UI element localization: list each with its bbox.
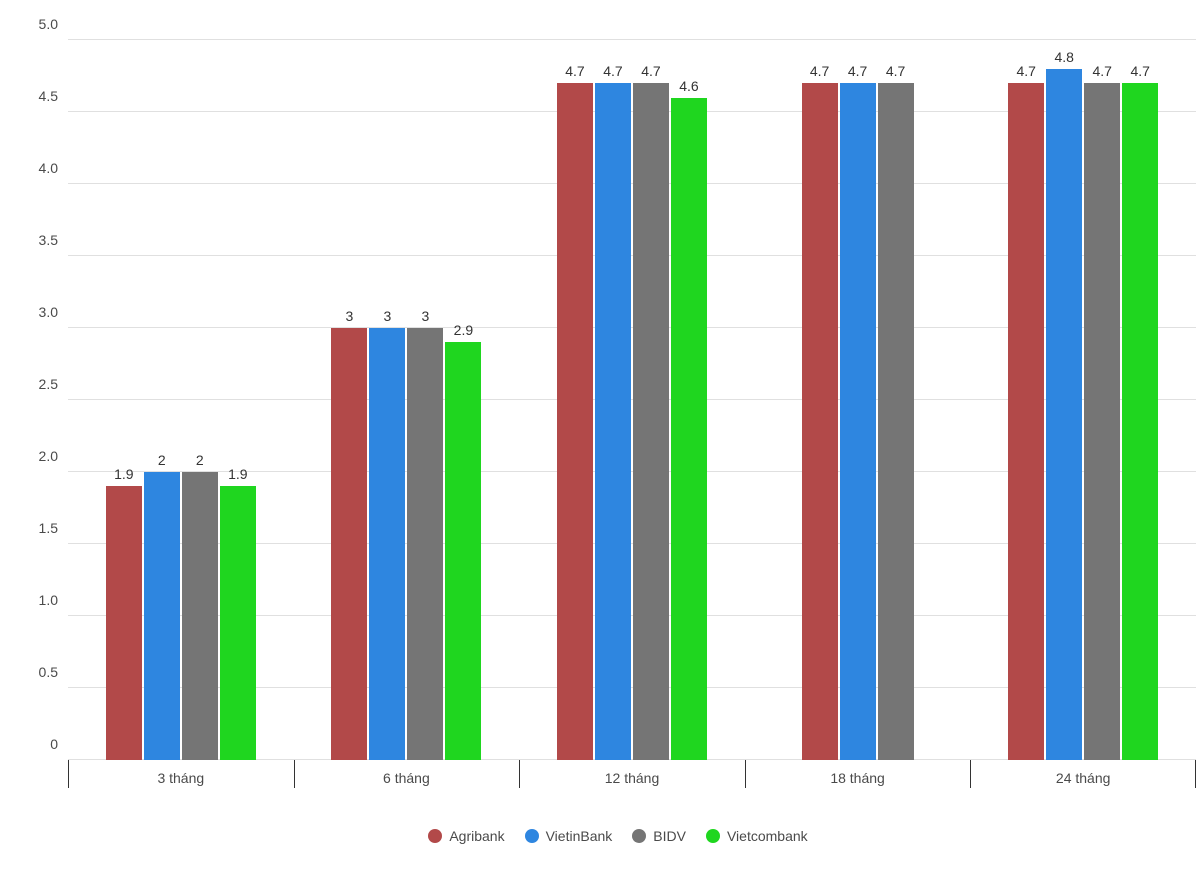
legend-label: Vietcombank [727, 828, 808, 844]
bar: 1.9 [220, 486, 256, 760]
group-divider [294, 760, 295, 788]
y-tick-label: 4.5 [39, 88, 68, 104]
bar: 4.7 [802, 83, 838, 760]
bar: 4.7 [595, 83, 631, 760]
bars: 4.74.74.74.6 [519, 40, 745, 760]
groups: 1.9221.93 tháng3332.96 tháng4.74.74.74.6… [68, 40, 1196, 760]
bar: 1.9 [106, 486, 142, 760]
bar: 4.7 [1008, 83, 1044, 760]
y-tick-label: 1.5 [39, 520, 68, 536]
bar-value-label: 4.7 [1016, 63, 1035, 83]
bar-value-label: 4.7 [641, 63, 660, 83]
y-tick-label: 2.5 [39, 376, 68, 392]
x-tick-label: 18 tháng [830, 760, 885, 786]
legend-swatch [632, 829, 646, 843]
group-divider [519, 760, 520, 788]
bar-value-label: 4.6 [679, 78, 698, 98]
bar: 4.7 [878, 83, 914, 760]
bar: 4.7 [557, 83, 593, 760]
y-tick-label: 5.0 [39, 16, 68, 32]
legend-item: BIDV [632, 828, 686, 844]
legend-swatch [428, 829, 442, 843]
plot-area: 00.51.01.52.02.53.03.54.04.55.01.9221.93… [68, 40, 1196, 760]
bar-value-label: 3 [345, 308, 353, 328]
bar-value-label: 2 [158, 452, 166, 472]
x-tick-label: 3 tháng [157, 760, 204, 786]
bar-value-label: 1.9 [228, 466, 247, 486]
bar-value-label: 4.7 [1092, 63, 1111, 83]
group-divider [745, 760, 746, 788]
bar-value-label: 4.7 [848, 63, 867, 83]
legend: Agribank VietinBank BIDV Vietcombank [20, 828, 1196, 844]
legend-item: Vietcombank [706, 828, 808, 844]
x-tick-label: 12 tháng [605, 760, 660, 786]
bar-value-label: 4.7 [810, 63, 829, 83]
bars: 3332.9 [294, 40, 520, 760]
y-tick-label: 1.0 [39, 592, 68, 608]
interest-rate-chart: 00.51.01.52.02.53.03.54.04.55.01.9221.93… [20, 20, 1196, 852]
bar: 3 [369, 328, 405, 760]
bar-value-label: 3 [383, 308, 391, 328]
bar: 4.7 [633, 83, 669, 760]
legend-item: VietinBank [525, 828, 613, 844]
bar-value-label: 3 [421, 308, 429, 328]
bar-value-label: 1.9 [114, 466, 133, 486]
bar: 4.7 [840, 83, 876, 760]
legend-label: BIDV [653, 828, 686, 844]
bar: 3 [331, 328, 367, 760]
bar-value-label: 4.7 [603, 63, 622, 83]
x-tick-label: 6 tháng [383, 760, 430, 786]
category-group: 4.74.74.718 tháng [745, 40, 971, 760]
bar: 4.7 [1084, 83, 1120, 760]
category-group: 4.74.84.74.724 tháng [970, 40, 1196, 760]
legend-label: VietinBank [546, 828, 613, 844]
legend-label: Agribank [449, 828, 504, 844]
bar: 4.7 [1122, 83, 1158, 760]
bar: 2.9 [445, 342, 481, 760]
bar-value-label: 4.7 [886, 63, 905, 83]
group-divider [68, 760, 69, 788]
y-tick-label: 0.5 [39, 664, 68, 680]
bars: 4.74.84.74.7 [970, 40, 1196, 760]
y-tick-label: 3.0 [39, 304, 68, 320]
bar-value-label: 2 [196, 452, 204, 472]
bar-value-label: 2.9 [454, 322, 473, 342]
bars: 1.9221.9 [68, 40, 294, 760]
legend-swatch [525, 829, 539, 843]
x-tick-label: 24 tháng [1056, 760, 1111, 786]
bar-value-label: 4.7 [565, 63, 584, 83]
category-group: 1.9221.93 tháng [68, 40, 294, 760]
bar: 4.6 [671, 98, 707, 760]
group-divider [970, 760, 971, 788]
bar: 4.8 [1046, 69, 1082, 760]
category-group: 4.74.74.74.612 tháng [519, 40, 745, 760]
bar: 2 [182, 472, 218, 760]
legend-item: Agribank [428, 828, 504, 844]
bar-value-label: 4.7 [1130, 63, 1149, 83]
legend-swatch [706, 829, 720, 843]
bars: 4.74.74.7 [745, 40, 971, 760]
bar: 2 [144, 472, 180, 760]
y-tick-label: 2.0 [39, 448, 68, 464]
bar-value-label: 4.8 [1054, 49, 1073, 69]
y-tick-label: 0 [50, 736, 68, 752]
y-tick-label: 3.5 [39, 232, 68, 248]
bar: 3 [407, 328, 443, 760]
y-tick-label: 4.0 [39, 160, 68, 176]
category-group: 3332.96 tháng [294, 40, 520, 760]
